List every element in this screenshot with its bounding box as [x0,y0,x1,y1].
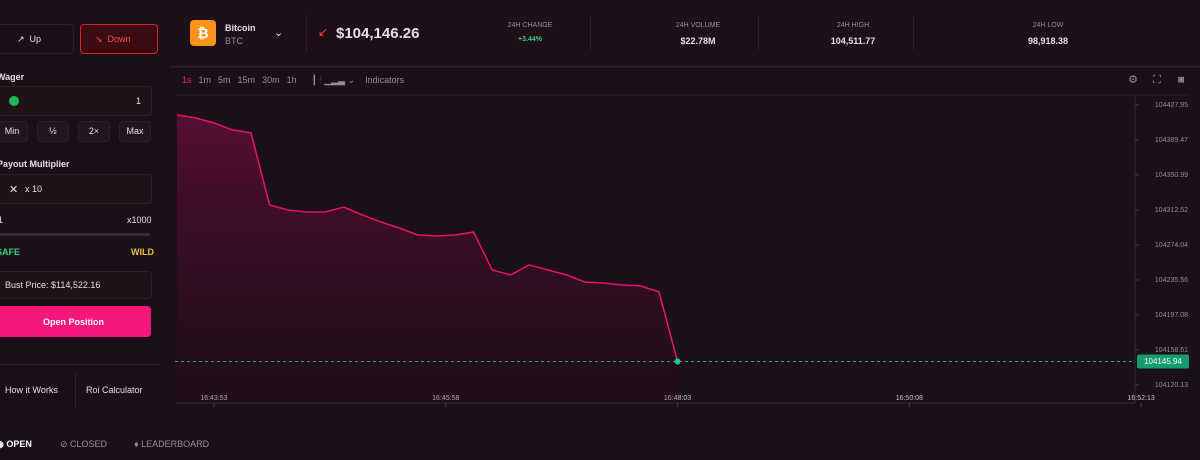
x-tick-label: 16:48:03 [664,395,691,402]
asset-ticker: BTC [225,36,243,46]
tab[interactable]: ◉ OPEN [0,439,32,450]
quick-button[interactable]: Min [0,121,28,142]
stat-divider [758,16,759,50]
chart-settings: ⚙ [1128,74,1138,86]
stat-value: $22.78M [680,36,716,46]
tab[interactable]: ⊘ CLOSED [60,439,108,449]
wager-value: 1 [135,96,141,106]
btc-icon: ₿ [190,20,216,46]
y-tick-label: 104235.56 [1155,277,1188,284]
y-tick-label: 104312.52 [1155,207,1188,214]
toolbar-icons[interactable]: ┃ ⫶ ▁▂▃ ⌄ [311,75,356,85]
down-label: Down [107,34,131,44]
wild-label: WILD [131,247,154,257]
wager-label: Wager [0,72,25,82]
quick-label: Max [126,126,144,136]
stat-divider [913,16,914,50]
quick-label: 2× [88,126,100,136]
stat-value: 104,511.77 [830,36,876,46]
y-tick-label: 104427.95 [1155,102,1188,109]
interval-button[interactable]: 1h [286,75,297,85]
quick-button[interactable]: ½ [37,121,69,142]
y-tick-label: 104350.99 [1155,172,1188,179]
bust-price-text: Bust Price: $114,522.16 [5,280,101,290]
wager-input[interactable]: 1 [0,86,152,116]
price-area [176,115,678,400]
current-price-tag [1137,354,1189,369]
y-tick-label: 104197.08 [1155,312,1188,319]
stat-label: 24H HIGH [836,22,870,29]
open-position-label: Open Position [42,317,104,327]
tab-label: LEADERBOARD [141,439,210,449]
stat-divider [590,16,591,50]
top-bar [170,0,1200,67]
interval-button[interactable]: 15m [237,75,256,85]
safe-label: SAFE [0,247,21,257]
open-position-button[interactable]: Open Position [0,306,151,337]
interval-button[interactable]: 1m [198,75,212,85]
up-button[interactable]: ↗ Up [0,24,74,54]
multiplier-input[interactable]: ✕ x 10 [0,174,152,204]
tab-label: OPEN [6,439,32,449]
stat-label: 24H LOW [1032,22,1064,29]
price-line [176,114,679,362]
how-it-works[interactable]: How it Works [5,385,58,395]
asset-name: Bitcoin [225,23,256,33]
chart-fullscreen: ⛶ [1153,74,1161,86]
interval-button[interactable]: 30m [262,75,280,85]
roi-calculator[interactable]: Roi Calculator [86,385,143,395]
slider[interactable] [0,233,150,236]
current-point [674,358,681,365]
chart-snapshot: ◙ [1178,75,1184,86]
stat-label: 24H VOLUME [675,22,721,29]
stat-value: +3.44% [518,36,542,43]
quick-label: Min [4,126,20,136]
quick-label: ½ [49,126,57,136]
stat-value: 98,918.38 [1027,36,1069,46]
range-min: 1 [0,215,4,225]
multiplier-label: Payout Multiplier [0,159,70,169]
current-price-label: 104145.94 [1144,357,1182,366]
quick-button[interactable]: 2× [78,121,110,142]
tab-label: CLOSED [70,439,108,449]
interval-button[interactable]: 1s [182,75,192,85]
multiplier-value: x 10 [25,184,43,194]
y-tick-label: 104120.13 [1155,382,1188,389]
interval-button[interactable]: 5m [218,75,231,85]
y-tick-label: 104274.04 [1155,242,1188,249]
x-tick-label: 16:50:08 [896,395,923,402]
x-tick-label: 16:52:13 [1128,395,1155,402]
tab[interactable]: ♦ LEADERBOARD [134,439,210,449]
asset-dropdown[interactable]: ⌄ [274,27,284,39]
indicators-button[interactable]: Indicators [365,75,405,85]
y-tick-label: 104158.61 [1155,347,1188,354]
down-button[interactable]: ↘ Down [80,24,158,54]
range-max: x1000 [127,215,152,225]
bust-price: Bust Price: $114,522.16 [0,271,152,299]
asset-price: $104,146.26 [336,25,420,42]
quick-button[interactable]: Max [119,121,151,142]
toolbar: 1s 1m 5m 15m 30m 1h ┃ ⫶ ▁▂▃ ⌄ Indicators [182,75,404,86]
up-label: Up [29,34,42,44]
stat-label: 24H CHANGE [507,22,553,29]
y-tick-label: 104389.47 [1155,137,1188,144]
